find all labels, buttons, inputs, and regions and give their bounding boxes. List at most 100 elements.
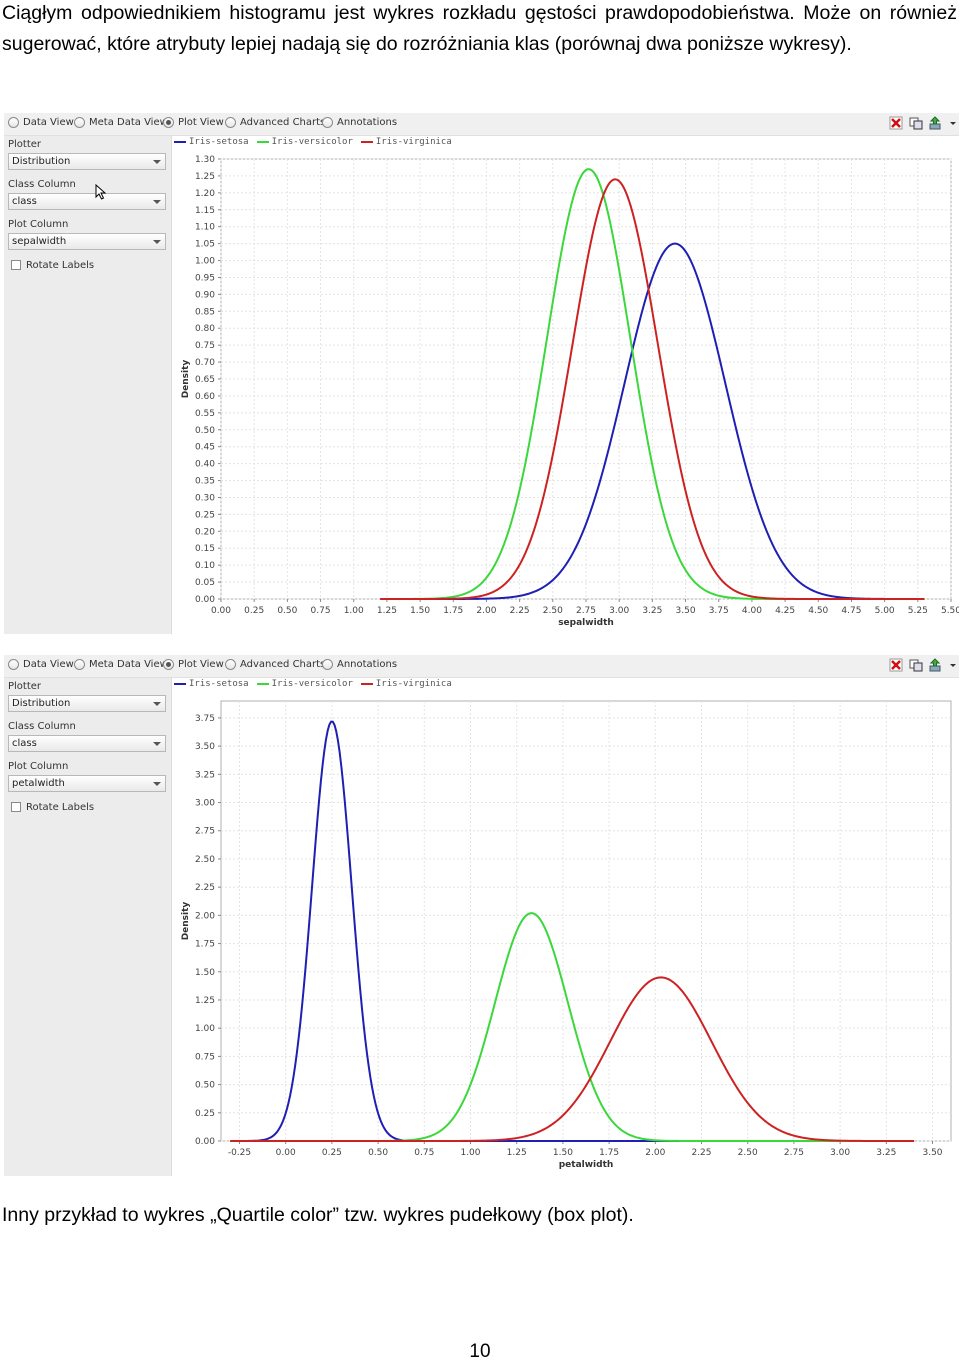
chevron-down-icon bbox=[153, 200, 161, 204]
density-line-iris-virginica bbox=[380, 178, 925, 600]
tab-meta-data-view[interactable]: Meta Data View bbox=[74, 659, 168, 670]
plot-view-window-sepalwidth: Data View Meta Data View Plot View Advan… bbox=[4, 113, 959, 634]
copy-plot-icon[interactable] bbox=[909, 116, 923, 130]
legend-item-virginica: Iris-virginica bbox=[360, 679, 452, 689]
radio-icon bbox=[8, 117, 19, 128]
tab-annotations[interactable]: Annotations bbox=[322, 117, 397, 128]
x-tick-label: 2.75 bbox=[576, 606, 596, 616]
plot-column-select[interactable]: sepalwidth bbox=[8, 233, 166, 250]
x-tick-label: 5.25 bbox=[908, 606, 928, 616]
tab-data-view[interactable]: Data View bbox=[8, 659, 74, 670]
rotate-labels-checkbox[interactable] bbox=[11, 802, 21, 812]
x-tick-label: 2.00 bbox=[645, 1148, 665, 1158]
plot-column-label: Plot Column bbox=[8, 761, 69, 772]
radio-checked-icon bbox=[163, 659, 174, 670]
x-tick-label: 2.50 bbox=[738, 1148, 758, 1158]
export-plot-icon[interactable] bbox=[929, 658, 943, 672]
rotate-labels-checkbox[interactable] bbox=[11, 260, 21, 270]
y-tick-label: 2.00 bbox=[195, 911, 215, 921]
x-tick-label: 1.50 bbox=[410, 606, 430, 616]
chevron-down-icon bbox=[153, 702, 161, 706]
density-line-iris-virginica bbox=[230, 976, 915, 1142]
x-tick-label: 4.00 bbox=[742, 606, 762, 616]
export-plot-icon[interactable] bbox=[929, 116, 943, 130]
mouse-cursor-icon bbox=[95, 184, 107, 200]
legend-swatch bbox=[360, 141, 373, 143]
y-tick-label: 1.15 bbox=[195, 206, 215, 216]
y-tick-label: 0.90 bbox=[195, 290, 215, 300]
y-tick-label: 0.00 bbox=[195, 595, 215, 605]
y-tick-label: 0.45 bbox=[195, 443, 215, 453]
view-tab-bar: Data View Meta Data View Plot View Advan… bbox=[4, 113, 959, 136]
x-tick-label: 2.50 bbox=[543, 606, 563, 616]
radio-icon bbox=[322, 117, 333, 128]
copy-plot-icon[interactable] bbox=[909, 658, 923, 672]
y-tick-label: 1.00 bbox=[195, 257, 215, 267]
chevron-down-icon bbox=[153, 782, 161, 786]
tab-data-view[interactable]: Data View bbox=[8, 117, 74, 128]
plotter-select[interactable]: Distribution bbox=[8, 695, 166, 712]
radio-icon bbox=[225, 659, 236, 670]
legend-item-versicolor: Iris-versicolor bbox=[256, 137, 353, 147]
tab-advanced-charts[interactable]: Advanced Charts bbox=[225, 117, 325, 128]
y-tick-label: 2.25 bbox=[195, 883, 215, 893]
rotate-labels-label: Rotate Labels bbox=[26, 802, 95, 813]
class-column-select[interactable]: class bbox=[8, 735, 166, 752]
plot-column-select[interactable]: petalwidth bbox=[8, 775, 166, 792]
y-tick-label: 0.95 bbox=[195, 273, 215, 283]
density-plot-sepalwidth: 0.00 0.05 0.10 0.15 0.20 0.25 0.30 0.35 0.40 0.45… bbox=[181, 155, 959, 628]
y-tick-label: 1.00 bbox=[195, 1024, 215, 1034]
x-tick-label: 3.25 bbox=[876, 1148, 896, 1158]
y-tick-label: 1.20 bbox=[195, 189, 215, 199]
x-tick-label: 5.00 bbox=[875, 606, 895, 616]
tab-plot-view[interactable]: Plot View bbox=[163, 659, 224, 670]
close-plot-icon[interactable] bbox=[889, 658, 903, 672]
x-tick-label: 0.75 bbox=[414, 1148, 434, 1158]
plotter-label: Plotter bbox=[8, 681, 42, 692]
x-tick-label: 2.75 bbox=[784, 1148, 804, 1158]
plotter-select[interactable]: Distribution bbox=[8, 153, 166, 170]
x-tick-label: 0.50 bbox=[277, 606, 297, 616]
chevron-down-icon bbox=[153, 240, 161, 244]
x-tick-label: 4.50 bbox=[808, 606, 828, 616]
chevron-down-icon[interactable] bbox=[949, 658, 957, 672]
radio-icon bbox=[8, 659, 19, 670]
legend-item-setosa: Iris-setosa bbox=[174, 679, 249, 689]
x-tick-label: 0.25 bbox=[322, 1148, 342, 1158]
plot-area bbox=[220, 700, 952, 1142]
x-tick-label: -0.25 bbox=[228, 1148, 251, 1158]
chevron-down-icon[interactable] bbox=[949, 116, 957, 130]
tab-plot-view[interactable]: Plot View bbox=[163, 117, 224, 128]
x-tick-label: 3.75 bbox=[709, 606, 729, 616]
y-tick-label: 3.00 bbox=[195, 799, 215, 809]
y-tick-label: 0.70 bbox=[195, 358, 215, 368]
x-tick-label: 2.25 bbox=[691, 1148, 711, 1158]
y-tick-label: 1.30 bbox=[195, 155, 215, 165]
x-tick-label: 4.25 bbox=[775, 606, 795, 616]
tab-meta-data-view[interactable]: Meta Data View bbox=[74, 117, 168, 128]
class-column-select[interactable]: class bbox=[8, 193, 166, 210]
close-plot-icon[interactable] bbox=[889, 116, 903, 130]
tab-annotations[interactable]: Annotations bbox=[322, 659, 397, 670]
y-tick-label: 0.55 bbox=[195, 409, 215, 419]
y-tick-label: 1.25 bbox=[195, 996, 215, 1006]
y-tick-label: 1.10 bbox=[195, 223, 215, 233]
tab-advanced-charts[interactable]: Advanced Charts bbox=[225, 659, 325, 670]
plotter-label: Plotter bbox=[8, 139, 42, 150]
class-column-label: Class Column bbox=[8, 721, 76, 732]
y-axis-title: Density bbox=[181, 902, 191, 941]
x-tick-label: 3.00 bbox=[609, 606, 629, 616]
legend-swatch bbox=[256, 683, 269, 685]
x-tick-label: 1.25 bbox=[507, 1148, 527, 1158]
x-tick-label: 2.25 bbox=[510, 606, 530, 616]
x-tick-label: 0.00 bbox=[211, 606, 231, 616]
class-column-label: Class Column bbox=[8, 179, 76, 190]
boxplot-intro-paragraph: Inny przykład to wykres „Quartile color”… bbox=[2, 1204, 634, 1226]
y-tick-label: 0.75 bbox=[195, 1052, 215, 1062]
page-number: 10 bbox=[469, 1341, 491, 1362]
radio-icon bbox=[322, 659, 333, 670]
x-tick-label: 0.25 bbox=[244, 606, 264, 616]
x-tick-label: 2.00 bbox=[476, 606, 496, 616]
legend-swatch bbox=[256, 141, 269, 143]
y-tick-label: 0.75 bbox=[195, 341, 215, 351]
